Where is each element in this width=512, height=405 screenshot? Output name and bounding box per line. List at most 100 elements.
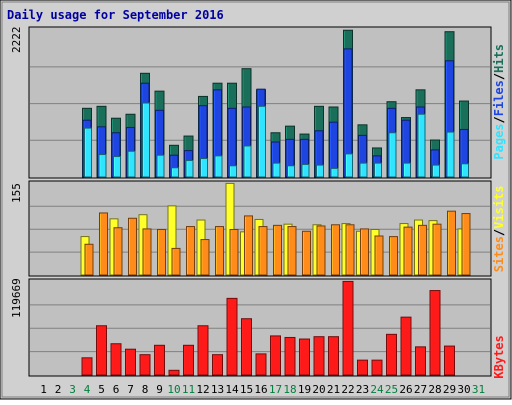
bar-fill [316,164,324,178]
bar-fill [110,343,122,376]
bar-fill [156,154,165,178]
bar-kbytes-day-10 [168,369,180,376]
legend-kbytes: KBytes [492,335,506,378]
legend-entry: / [492,116,506,123]
bar-pages-day-4 [84,127,92,178]
bar-sites-day-16 [258,226,268,276]
x-tick-label: 14 [225,383,239,396]
bar-fill [331,224,340,276]
x-tick-label: 26 [399,383,412,396]
bar-sites-day-27 [418,224,427,276]
bar-fill [374,235,384,276]
bar-fill [447,210,456,276]
bar-pages-day-20 [316,164,324,178]
bar-fill [302,230,311,276]
bar-fill [461,213,471,276]
bar-sites-day-4 [84,243,94,276]
bar-fill [197,325,209,376]
bar-kbytes-day-6 [110,343,122,376]
frame-inner-border [1,1,510,398]
bar-fill [272,162,281,178]
legend-entry: Pages [492,123,506,159]
bar-fill [113,227,123,276]
bar-fill [127,150,136,178]
bar-pages-day-21 [330,167,339,178]
legend-entry: Hits [492,44,506,73]
bar-sites-day-29 [447,210,456,276]
bar-fill [243,145,252,178]
bar-fill [258,105,266,178]
bar-kbytes-day-17 [270,335,281,376]
legend-hits_files_pages: Pages/Files/Hits [492,44,506,160]
bar-pages-day-23 [359,162,368,178]
x-tick-label: 20 [312,383,325,396]
panel-hits-max-label: 2222 [10,27,23,54]
bar-fill [374,162,382,178]
panel-visits-max-label: 155 [10,183,23,203]
bar-fill [330,167,339,178]
legend-visits_sites: Sites/Visits [492,185,506,272]
bar-fill [244,215,253,276]
x-tick-label: 13 [211,383,224,396]
legend-entry: Files [492,80,506,116]
bars [80,29,471,376]
bar-sites-day-7 [128,217,137,276]
bar-pages-day-10 [171,167,179,178]
bar-fill [142,102,150,178]
bar-fill [125,348,136,376]
bar-pages-day-15 [243,145,252,178]
bar-fill [316,225,326,276]
bar-pages-day-8 [142,102,150,178]
bar-fill [270,335,281,376]
bar-sites-day-20 [316,225,326,276]
bar-kbytes-day-7 [125,348,136,376]
bar-fill [403,226,413,276]
bar-kbytes-day-27 [415,346,426,376]
x-tick-label: 4 [84,383,91,396]
bar-fill [258,226,268,276]
bar-sites-day-19 [302,230,311,276]
bar-fill [429,290,441,376]
bar-kbytes-day-24 [371,359,383,376]
bar-fill [229,228,239,276]
bar-fill [215,226,224,276]
bar-fill [284,336,296,376]
bar-fill [403,162,411,178]
bar-fill [432,223,442,276]
x-tick-label: 12 [196,383,209,396]
bar-fill [113,156,121,178]
bar-sites-day-6 [113,227,123,276]
bar-fill [185,159,194,178]
bar-sites-day-13 [215,226,224,276]
x-tick-label: 9 [156,383,163,396]
bar-pages-day-13 [214,155,223,178]
x-tick-label: 11 [182,383,195,396]
bar-pages-day-18 [287,165,295,178]
bar-fill [313,336,325,376]
bar-kbytes-day-12 [197,325,209,376]
x-tick-label: 1 [40,383,47,396]
x-tick-label: 8 [142,383,149,396]
x-tick-label: 28 [428,383,441,396]
bar-fill [241,318,252,376]
bar-kbytes-day-11 [183,344,194,376]
chart-title: Daily usage for September 2016 [7,8,224,22]
bar-fill [168,369,180,376]
legend-entry: KBytes [492,335,506,378]
bar-fill [200,158,208,178]
x-tick-label: 3 [69,383,76,396]
bar-sites-day-25 [389,236,398,276]
bar-fill [345,224,355,276]
bar-fill [386,333,397,376]
bar-fill [299,338,310,376]
x-tick-label: 30 [457,383,470,396]
bar-fill [371,359,383,376]
bar-fill [212,354,223,376]
bar-fill [171,167,179,178]
x-tick-label: 16 [254,383,267,396]
bar-sites-day-12 [200,239,210,276]
bar-fill [186,226,195,276]
bar-pages-day-25 [388,132,397,178]
bar-fill [139,354,151,376]
bar-fill [200,239,210,276]
